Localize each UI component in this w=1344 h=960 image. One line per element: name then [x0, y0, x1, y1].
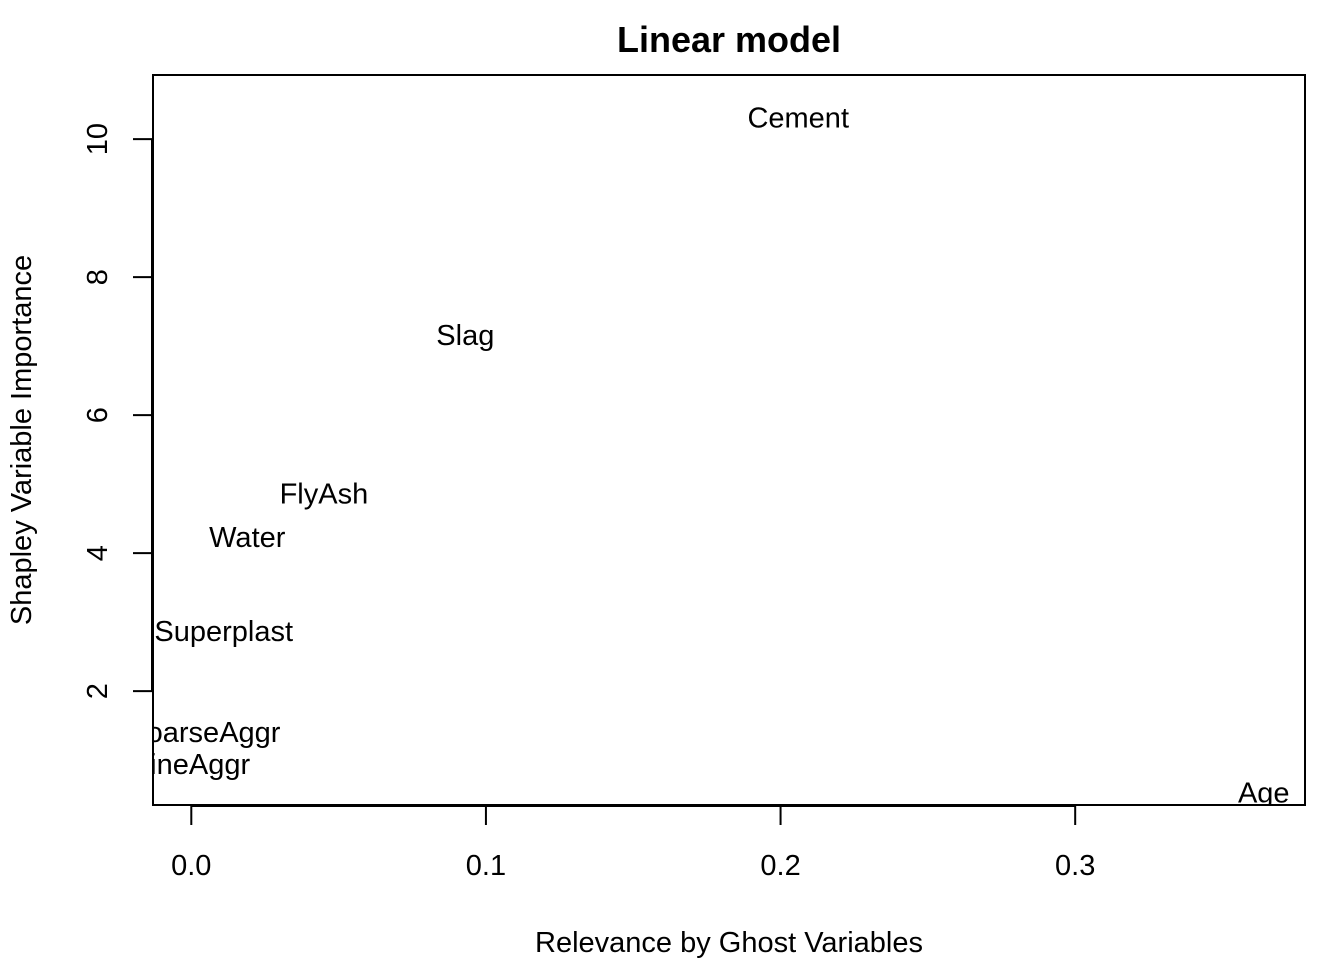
point-label-superplast: Superplast	[154, 616, 293, 648]
x-tick-label: 0.1	[466, 850, 506, 882]
point-label-coarseaggr: CoarseAggr	[126, 717, 281, 749]
y-tick-label: 4	[82, 545, 114, 561]
point-labels: Cement Slag FlyAsh Water Superplast CoarseAgg…	[126, 102, 1290, 809]
x-axis-label: Relevance by Ghost Variables	[535, 927, 923, 959]
y-tick-label: 2	[82, 683, 114, 699]
y-axis-label: Shapley Variable Importance	[6, 255, 38, 625]
point-label-water: Water	[209, 522, 286, 554]
chart-title: Linear model	[617, 19, 841, 60]
point-label-cement: Cement	[747, 102, 849, 134]
y-tick-label: 8	[82, 269, 114, 285]
y-tick-label: 10	[82, 123, 114, 155]
x-tick-label: 0.0	[171, 850, 211, 882]
x-tick-label: 0.3	[1055, 850, 1095, 882]
point-label-fineaggr: FineAggr	[132, 749, 250, 781]
x-tick-label: 0.2	[760, 850, 800, 882]
y-axis: 2 4 6 8 10	[82, 123, 153, 699]
point-label-flyash: FlyAsh	[280, 479, 369, 511]
point-label-slag: Slag	[436, 320, 494, 352]
x-axis: 0.0 0.1 0.2 0.3	[171, 805, 1095, 882]
y-tick-label: 6	[82, 407, 114, 423]
plot-frame	[152, 74, 1306, 806]
point-label-age: Age	[1238, 777, 1290, 809]
